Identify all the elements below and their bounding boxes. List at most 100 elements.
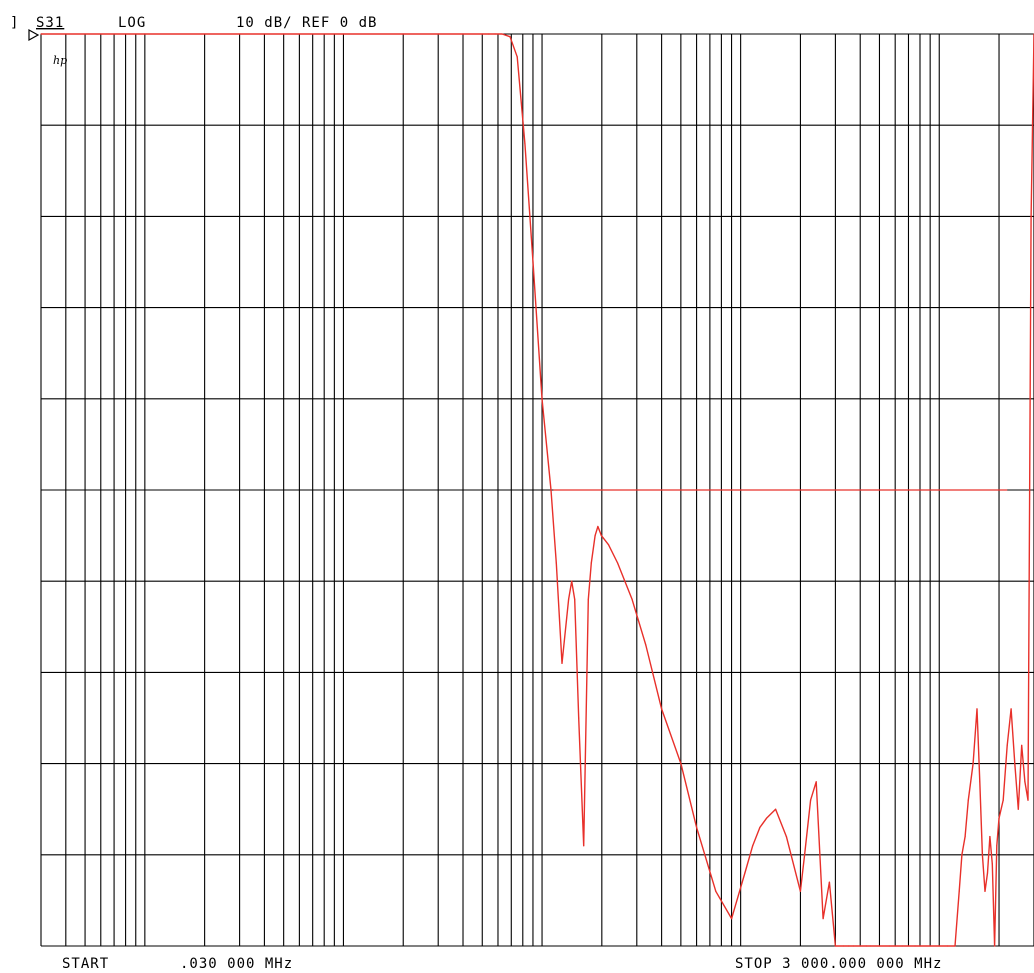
data-point-72 bbox=[972, 763, 974, 765]
data-points bbox=[40, 33, 1034, 947]
data-point-34 bbox=[680, 763, 682, 765]
data-point-63 bbox=[919, 945, 921, 947]
data-point-4 bbox=[402, 33, 404, 35]
header-scale: 10 dB/ REF 0 dB bbox=[236, 15, 377, 31]
data-point-80 bbox=[994, 945, 996, 947]
data-point-30 bbox=[617, 562, 619, 564]
data-point-78 bbox=[989, 836, 991, 838]
data-point-40 bbox=[759, 826, 761, 829]
data-point-37 bbox=[731, 918, 733, 920]
start-label: START bbox=[62, 956, 109, 972]
data-point-54 bbox=[859, 945, 861, 947]
data-point-36 bbox=[715, 890, 717, 892]
data-point-35 bbox=[696, 826, 698, 829]
data-point-50 bbox=[834, 945, 837, 947]
data-point-0 bbox=[40, 33, 42, 35]
data-point-28 bbox=[600, 535, 603, 537]
data-point-58 bbox=[888, 945, 890, 947]
data-point-61 bbox=[907, 945, 910, 947]
data-point-85 bbox=[1010, 708, 1012, 710]
data-point-89 bbox=[1024, 781, 1026, 783]
data-point-56 bbox=[869, 945, 872, 947]
data-point-42 bbox=[775, 808, 777, 810]
data-point-1 bbox=[144, 33, 146, 35]
data-point-3 bbox=[342, 33, 344, 35]
data-point-47 bbox=[815, 781, 817, 783]
data-point-66 bbox=[946, 945, 949, 947]
data-point-76 bbox=[984, 890, 986, 892]
data-point-83 bbox=[1002, 799, 1004, 801]
header-parameter: S31 bbox=[36, 15, 64, 31]
data-point-67 bbox=[954, 945, 956, 947]
data-point-45 bbox=[804, 854, 806, 856]
header-format: LOG bbox=[118, 15, 146, 31]
data-point-74 bbox=[979, 781, 981, 783]
data-point-49 bbox=[828, 881, 831, 883]
data-point-14 bbox=[532, 261, 534, 263]
data-point-53 bbox=[852, 945, 855, 947]
data-point-6 bbox=[462, 33, 464, 35]
reference-marker-icon bbox=[28, 28, 40, 42]
data-point-46 bbox=[810, 799, 812, 801]
data-point-21 bbox=[574, 598, 576, 601]
data-point-79 bbox=[991, 863, 993, 865]
data-point-90 bbox=[1027, 799, 1029, 801]
data-point-64 bbox=[929, 945, 931, 947]
data-point-15 bbox=[541, 398, 543, 400]
data-point-55 bbox=[865, 945, 868, 947]
data-point-18 bbox=[561, 662, 563, 664]
data-point-2 bbox=[283, 33, 285, 35]
data-point-82 bbox=[998, 817, 1000, 819]
data-point-87 bbox=[1017, 808, 1019, 810]
data-point-68 bbox=[958, 890, 960, 892]
data-point-17 bbox=[555, 562, 557, 564]
data-point-12 bbox=[516, 56, 518, 58]
data-point-73 bbox=[976, 708, 978, 710]
data-point-70 bbox=[964, 836, 966, 838]
data-point-7 bbox=[481, 33, 483, 35]
data-point-75 bbox=[981, 854, 984, 856]
data-point-5 bbox=[437, 33, 439, 35]
data-point-31 bbox=[631, 598, 633, 601]
data-point-41 bbox=[765, 817, 768, 819]
data-point-27 bbox=[597, 525, 599, 528]
data-point-44 bbox=[799, 890, 802, 892]
data-point-38 bbox=[744, 872, 746, 874]
data-point-23 bbox=[583, 845, 585, 847]
data-point-22 bbox=[578, 717, 580, 719]
hp-logo: hp bbox=[53, 54, 67, 67]
data-point-86 bbox=[1014, 763, 1016, 765]
data-point-43 bbox=[785, 836, 788, 838]
stop-label: STOP 3 000.000 000 MHz bbox=[735, 956, 942, 972]
data-point-39 bbox=[752, 845, 754, 847]
data-point-24 bbox=[587, 598, 589, 601]
data-point-19 bbox=[568, 598, 570, 601]
data-point-51 bbox=[843, 945, 845, 947]
data-point-81 bbox=[996, 845, 998, 847]
header-bracket: ] bbox=[10, 15, 19, 31]
data-point-11 bbox=[509, 36, 511, 38]
start-value: .030 000 MHz bbox=[180, 956, 293, 972]
data-point-9 bbox=[494, 33, 496, 35]
data-point-20 bbox=[571, 580, 573, 582]
data-point-33 bbox=[661, 708, 663, 710]
data-point-26 bbox=[594, 535, 596, 537]
data-point-16 bbox=[550, 489, 552, 491]
data-point-69 bbox=[961, 854, 963, 856]
data-point-13 bbox=[524, 142, 526, 144]
data-point-59 bbox=[894, 945, 896, 947]
data-point-77 bbox=[986, 872, 989, 874]
data-point-52 bbox=[848, 945, 850, 947]
data-point-62 bbox=[914, 945, 916, 947]
data-point-60 bbox=[901, 945, 903, 947]
data-point-57 bbox=[878, 945, 881, 947]
data-point-71 bbox=[967, 799, 969, 801]
data-point-91 bbox=[1030, 215, 1032, 217]
data-point-32 bbox=[645, 644, 647, 646]
data-point-88 bbox=[1021, 744, 1023, 747]
data-point-8 bbox=[488, 33, 490, 35]
data-point-25 bbox=[590, 562, 592, 564]
data-point-48 bbox=[822, 918, 824, 920]
